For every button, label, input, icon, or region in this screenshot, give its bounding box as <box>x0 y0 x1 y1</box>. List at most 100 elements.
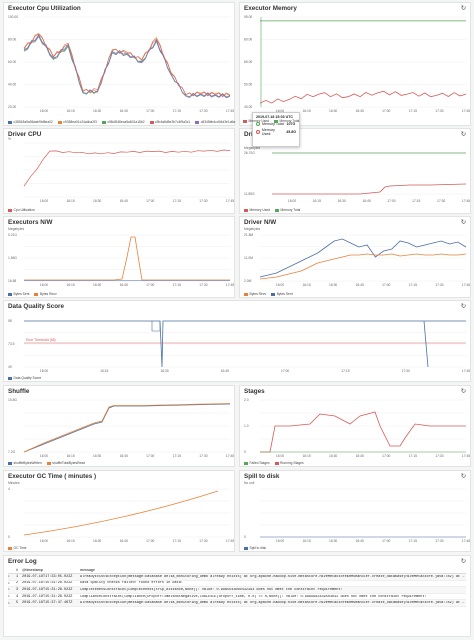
spill-chart[interactable]: No unit 0 16:00 16:15 16:30 16:45 17:00 17:15 17… <box>240 471 472 553</box>
legend-item[interactable]: Cpu Utilization <box>8 208 35 212</box>
data-quality-chart[interactable]: 98 73.5 49 16:00 16:15 16:30 16:45 17:00 17:15 17… <box>4 301 472 383</box>
legend-item[interactable]: Memory Total <box>274 119 299 123</box>
legend-item[interactable]: c98d3f48eca5a601a15b2 <box>101 120 145 124</box>
y-tick-label: 2.0 <box>244 398 249 402</box>
legend-item[interactable]: shuffleBytesWritten <box>8 461 42 465</box>
refresh-icon[interactable]: ↻ <box>460 558 467 565</box>
legend-item[interactable]: c38518a9a06dab9fd8ea02 <box>8 120 53 124</box>
x-tick-label: 16:45 <box>221 369 229 373</box>
y-tick-label: 20.00 <box>8 105 16 109</box>
legend-item[interactable]: Bytes Recv <box>34 292 57 296</box>
x-tick-label: 17:00 <box>382 539 390 543</box>
gc-time-chart[interactable]: Minutes 4 0 16:00 16:15 16:30 16:45 17:00 17:15 1… <box>4 471 236 553</box>
tooltip-label: Memory Total: <box>262 122 285 126</box>
message-cell: Data quality checks failed! Found errors… <box>80 581 183 586</box>
x-tick-label: 16:45 <box>120 199 128 203</box>
legend-label: Memory Total <box>280 208 301 212</box>
x-tick-label: 17:30 <box>199 283 207 287</box>
legend-item[interactable]: Memory Used <box>243 119 269 123</box>
legend-label: Failed Stages <box>249 461 270 465</box>
legend-item[interactable]: c8348bb4cd04d3e1a5a <box>195 120 235 124</box>
legend-item[interactable]: GC Time <box>8 546 27 550</box>
spill-panel: Spill to disk ↻ No unit 0 16:00 16:15 16:30 1… <box>239 470 471 552</box>
table-row[interactable]: ▸ 2 2019-07-18T15:31:28.022Z Data quality c… <box>8 581 466 588</box>
refresh-icon[interactable]: ↻ <box>460 473 467 480</box>
expand-chevron-icon[interactable]: ▸ <box>8 595 11 600</box>
legend-item[interactable]: Data Quality Score <box>8 376 41 380</box>
y-tick-label: 50.00 <box>244 83 252 87</box>
executors-nw-chart[interactable]: Megabytes 0.21G 1.56G 16.68 16:00 16:15 16:30 1… <box>4 217 236 299</box>
bytes-sent-line <box>259 238 467 278</box>
legend-item[interactable]: Memory Used <box>244 208 270 212</box>
legend: shuffleBytesWritten shuffleTotalBytesRead <box>8 461 85 465</box>
legend-item[interactable]: shuffleTotalBytesRead <box>46 461 86 465</box>
expand-chevron-icon[interactable]: ▸ <box>8 575 11 580</box>
series-line <box>23 33 231 98</box>
memory-used-line <box>259 90 467 104</box>
table-row[interactable]: ▸ 5 2019-07-18T15:37:47.467Z AlreadyExistsE… <box>8 600 466 607</box>
refresh-icon[interactable]: ↻ <box>460 131 467 138</box>
expand-chevron-icon[interactable]: ▸ <box>8 601 11 606</box>
dq-score-line <box>24 320 466 368</box>
legend-label: c9358ea01c24a4ba2f3 <box>63 120 97 124</box>
legend-item[interactable]: Bytes Recv <box>244 292 266 296</box>
legend-item[interactable]: Memory Total <box>275 208 300 212</box>
x-tick-label: 16:30 <box>329 283 337 287</box>
axis-unit: Megabytes <box>8 227 24 231</box>
legend-label: shuffleTotalBytesRead <box>52 461 86 465</box>
x-tick-label: 17:15 <box>341 369 349 373</box>
table-row[interactable]: ▸ 3 2019-07-18T15:31:28.022Z CompletenessCo… <box>8 587 466 594</box>
column-header[interactable]: message <box>80 568 95 572</box>
executor-memory-panel: Executor Memory ↻ 95.00 80.00 65.00 50.00 40… <box>239 2 471 126</box>
column-header[interactable]: # <box>16 568 18 572</box>
cpu-utilization-chart[interactable]: 100.00 80.00 60.00 40.00 20.00 16:00 16:15 16:3… <box>4 3 236 127</box>
bytes-recv-line <box>24 236 230 281</box>
refresh-icon[interactable]: ↻ <box>460 388 467 395</box>
legend-label: Running Stages <box>280 461 304 465</box>
memory-used-line <box>272 183 467 195</box>
y-tick-label: 65.00 <box>244 60 252 64</box>
x-tick-label: 16:15 <box>66 283 74 287</box>
executor-memory-chart[interactable]: 95.00 80.00 65.00 50.00 40.00 16:00 16:15 16:30… <box>240 3 472 127</box>
x-tick-label: 16:45 <box>120 283 128 287</box>
shuffle-chart[interactable]: 15.8G 7.2G 16:00 16:15 16:30 16:45 17:00 17:15 1… <box>4 386 236 468</box>
legend-swatch <box>274 119 279 123</box>
expand-chevron-icon[interactable]: ▸ <box>8 588 11 593</box>
column-header[interactable]: @timestamp <box>22 568 43 572</box>
y-tick-label: 1.56G <box>8 256 17 260</box>
table-row[interactable]: ▸ 4 2019-07-18T15:31:28.022Z ComplianceCons… <box>8 594 466 601</box>
stages-chart[interactable]: 2.0 1.0 0 16:00 16:15 16:30 16:45 17:00 17:15 17:… <box>240 386 472 468</box>
tooltip-value: 107G <box>286 122 296 126</box>
threshold-label: Error Threshold (68) <box>26 338 56 342</box>
legend-item[interactable]: c9b4a8d5e2b7c4f9a3c1 <box>149 120 190 124</box>
legend-item[interactable]: c9358ea01c24a4ba2f3 <box>57 120 97 124</box>
table-row[interactable]: ▸ 1 2019-07-18T17:33:05.022Z AlreadyExistsE… <box>8 574 466 581</box>
x-tick-label: 16:15 <box>66 454 74 458</box>
refresh-icon[interactable]: ↻ <box>460 219 467 226</box>
legend-item[interactable]: Spill to disk <box>244 546 266 550</box>
legend-item[interactable]: Bytes Sent <box>271 292 293 296</box>
expand-chevron-icon[interactable]: ▸ <box>8 581 11 586</box>
legend-item[interactable]: Bytes Sent <box>8 292 29 296</box>
legend-swatch <box>57 120 62 124</box>
refresh-icon[interactable]: ↻ <box>460 303 467 310</box>
dq-score-drop <box>423 320 429 368</box>
driver-cpu-chart[interactable]: % 16:00 16:15 16:30 16:45 17:00 17:15 17:30 17:4… <box>4 129 236 215</box>
x-tick-label: 16:00 <box>40 283 48 287</box>
legend-swatch <box>244 292 248 296</box>
x-tick-label: 16:00 <box>288 199 296 203</box>
error-log-panel: Error Log ↻ # @timestamp message ▸ 1 2019-… <box>3 555 471 637</box>
timestamp-cell: 2019-07-18T15:31:28.022Z <box>22 594 73 599</box>
legend-item[interactable]: Failed Stages <box>244 461 270 465</box>
x-tick-label: 16:15 <box>302 109 310 113</box>
panel-title: Shuffle <box>8 388 30 395</box>
refresh-icon[interactable]: ↻ <box>460 5 467 12</box>
legend-label: Memory Used <box>249 208 271 212</box>
y-tick-label: 60.00 <box>8 60 16 64</box>
x-tick-label: 16:45 <box>120 539 128 543</box>
legend-item[interactable]: Running Stages <box>274 461 304 465</box>
driver-nw-chart[interactable]: Megabytes 21.8M 11.0M 2.0M 16:00 16:15 16:30 16… <box>240 217 472 299</box>
legend: Failed Stages Running Stages <box>244 461 304 465</box>
y-tick-label: 2.0M <box>244 279 252 283</box>
